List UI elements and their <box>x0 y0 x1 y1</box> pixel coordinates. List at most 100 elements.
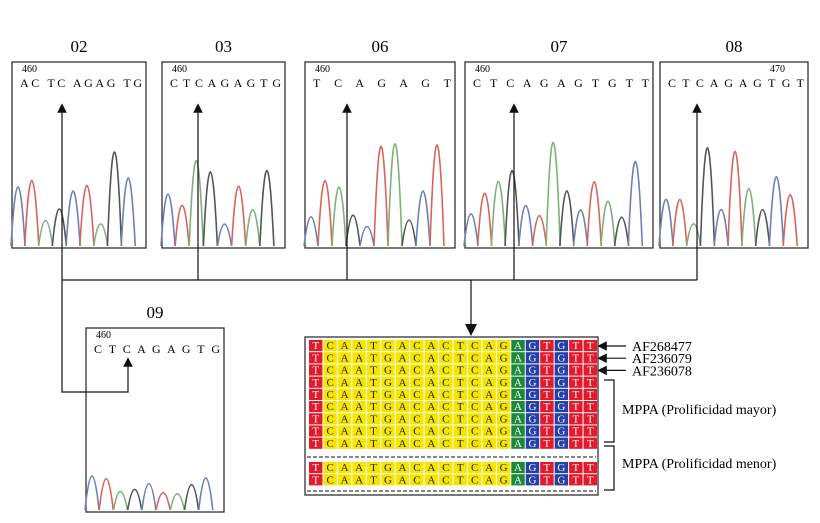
trace-peak <box>685 223 702 247</box>
base-cell <box>424 401 439 413</box>
base-cell <box>424 340 439 352</box>
base-letter: A <box>355 401 363 413</box>
base-cell <box>424 437 439 449</box>
trace-peak <box>627 160 644 247</box>
base-cell <box>337 376 352 388</box>
base-cell <box>352 437 366 449</box>
base-cell <box>337 364 352 376</box>
base-letter: T <box>587 413 594 425</box>
base-cell <box>511 340 525 352</box>
base-cell <box>395 376 410 388</box>
base-cell <box>323 388 337 400</box>
base-cell <box>323 340 337 352</box>
base-letter: G <box>500 365 508 377</box>
base-cell <box>511 474 525 486</box>
trace-peak <box>160 193 176 247</box>
base-letter: A <box>355 426 363 438</box>
base-cell <box>569 364 583 376</box>
base-cell <box>540 340 554 352</box>
base-letter: A <box>398 462 406 474</box>
base-letter: G <box>528 438 536 450</box>
base-cell <box>467 376 482 388</box>
base-cell <box>366 388 381 400</box>
base-cell <box>525 340 540 352</box>
base-letter: C <box>327 413 334 425</box>
base-cell <box>540 388 554 400</box>
base-cell <box>482 376 496 388</box>
base-letter: A <box>341 389 349 401</box>
base-cell <box>540 401 554 413</box>
panel-label: 07 <box>551 37 569 56</box>
base-cell <box>482 413 496 425</box>
trace-peak <box>188 159 205 247</box>
base-letter: T <box>544 426 551 438</box>
base-letter: T <box>370 438 377 450</box>
position-number: 460 <box>96 330 111 341</box>
base-letter: C <box>327 426 334 438</box>
base-letter: C <box>413 426 420 438</box>
trace-peak <box>98 477 115 511</box>
base-letter: G <box>384 462 392 474</box>
base-cell <box>395 388 410 400</box>
base-cell <box>525 425 540 437</box>
base-cell <box>352 388 366 400</box>
base-letter: T <box>457 401 464 413</box>
base-letter: C <box>442 401 449 413</box>
base-cell <box>482 352 496 364</box>
base-letter: T <box>370 365 377 377</box>
base-cell <box>424 474 439 486</box>
trace-peak <box>545 141 561 247</box>
accession-label: AF236079 <box>632 352 692 367</box>
base-letter: T <box>572 426 579 438</box>
base-cell <box>424 376 439 388</box>
trace-peak <box>727 150 743 247</box>
base-cell <box>583 340 597 352</box>
base-cell <box>569 352 583 364</box>
base-letter: C <box>471 352 478 364</box>
base-cell <box>410 413 424 425</box>
base-cell <box>496 388 511 400</box>
base-cell <box>554 352 569 364</box>
base-cell <box>554 401 569 413</box>
base-letter: T <box>587 426 594 438</box>
base-letter: T <box>370 377 377 389</box>
trace-peak <box>586 180 603 247</box>
base-letter: C <box>413 340 420 352</box>
base-cell <box>381 437 395 449</box>
position-number: 470 <box>770 64 785 75</box>
base-cell <box>511 425 525 437</box>
base-cell <box>337 474 352 486</box>
base-letter: T <box>457 474 464 486</box>
trace-peak <box>183 484 200 511</box>
base-cell <box>482 364 496 376</box>
base-letter: T <box>572 438 579 450</box>
base-cell <box>439 425 453 437</box>
base-cell <box>352 425 366 437</box>
base-letter: T <box>544 389 551 401</box>
base-cell <box>309 352 323 364</box>
base-cell <box>439 462 453 474</box>
base-letter: A <box>398 426 406 438</box>
trace-peak <box>531 214 548 247</box>
base-cell <box>453 413 467 425</box>
group-label: MPPA (Prolificidad mayor) <box>622 403 777 418</box>
base-cell <box>366 340 381 352</box>
base-cell <box>540 352 554 364</box>
base-letter: G <box>384 340 392 352</box>
base-cell <box>395 462 410 474</box>
base-cell <box>525 474 540 486</box>
base-letter: A <box>485 365 493 377</box>
base-cell <box>569 437 583 449</box>
trace-peak <box>141 483 157 511</box>
base-cell <box>439 401 453 413</box>
connectors <box>57 103 702 393</box>
base-letter: T <box>587 365 594 377</box>
base-letter: G <box>384 401 392 413</box>
base-cell <box>453 376 467 388</box>
base-cell <box>323 437 337 449</box>
base-letter: T <box>587 438 594 450</box>
trace-peak <box>782 194 798 247</box>
base-letter: T <box>370 389 377 401</box>
base-cell <box>511 352 525 364</box>
base-cell <box>554 376 569 388</box>
